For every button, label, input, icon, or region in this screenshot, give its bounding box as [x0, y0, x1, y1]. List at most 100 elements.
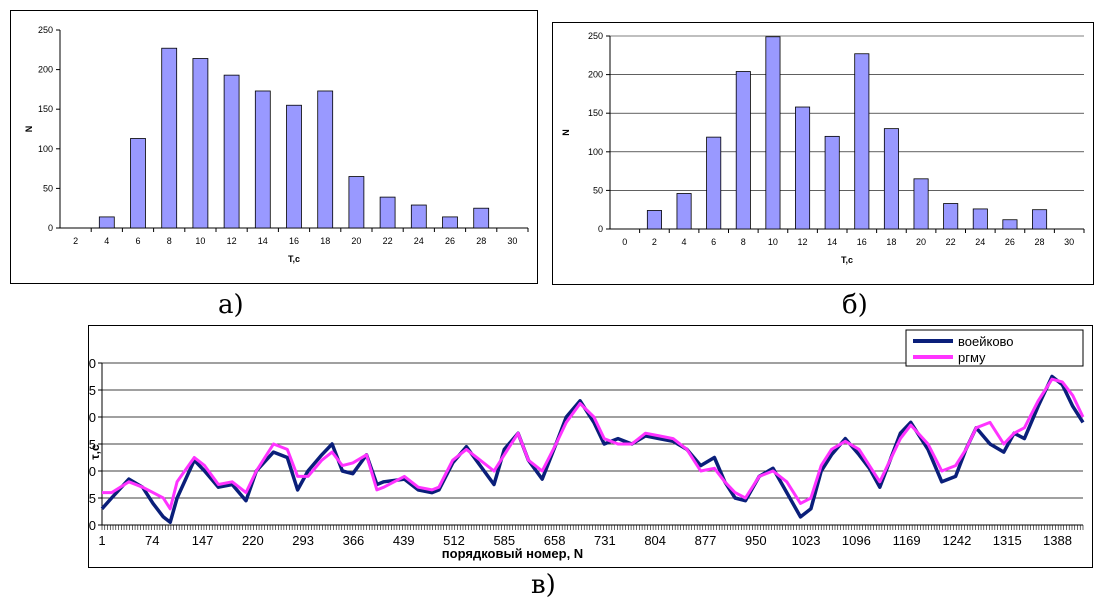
x-tick-label: 24 [414, 236, 424, 246]
bar [913, 178, 929, 230]
bar [646, 210, 662, 230]
y-tick-label: 200 [588, 70, 603, 80]
x-tick-label: 10 [768, 237, 778, 247]
bar [1002, 219, 1018, 230]
x-tick-label: 20 [351, 236, 361, 246]
bar [735, 71, 751, 230]
x-axis-title: T,c [288, 254, 300, 264]
y-tick-label: 0 [598, 224, 603, 234]
x-tick-label: 731 [594, 533, 616, 548]
bar [854, 53, 870, 230]
y-tick-label: 5 [89, 491, 96, 506]
y-axis-title: τ,c [88, 444, 102, 460]
y-tick-label: 150 [38, 104, 53, 114]
x-tick-label: 6 [711, 237, 716, 247]
x-axis-title: T,c [841, 255, 853, 265]
x-tick-label: 10 [195, 236, 205, 246]
bar [223, 74, 240, 229]
x-tick-label: 804 [644, 533, 666, 548]
bar [130, 138, 146, 229]
bar [795, 106, 811, 230]
chart-a-frame: 0 50 100 150 200 250 2 4 6 8 10 12 14 16 18 20 22 24 26 28 3… [10, 10, 538, 284]
x-tick-label: 26 [445, 236, 455, 246]
chart-b-frame: 0 50 100 150 200 250 0 2 4 6 8 10 12 14 16 18 20 22 24 26 28… [552, 22, 1094, 285]
x-tick-label: 74 [145, 533, 159, 548]
x-tick-label: 28 [1035, 237, 1045, 247]
y-tick-label: 250 [588, 31, 603, 41]
y-axis-title: N [561, 129, 571, 136]
series-line [102, 377, 1085, 511]
x-tick-label: 512 [443, 533, 465, 548]
x-tick-label: 439 [393, 533, 415, 548]
bar [676, 193, 692, 230]
y-tick-label: 30 [88, 356, 96, 371]
y-tick-label: 200 [38, 65, 53, 75]
x-tick-label: 14 [827, 237, 837, 247]
x-tick-label: 293 [292, 533, 314, 548]
y-tick-label: 0 [89, 518, 96, 533]
caption-b: б) [842, 290, 868, 320]
bar [161, 47, 178, 229]
x-tick-label: 30 [1064, 237, 1074, 247]
x-tick-label: 30 [507, 236, 517, 246]
y-axis-title: N [24, 126, 34, 133]
bar [883, 128, 899, 230]
bar [473, 207, 490, 229]
x-tick-label: 14 [258, 236, 268, 246]
bar [98, 216, 115, 229]
bar [254, 90, 271, 229]
x-tick-label: 1242 [942, 533, 971, 548]
x-tick-label: 950 [745, 533, 767, 548]
x-tick-label: 877 [695, 533, 717, 548]
caption-c: в) [531, 570, 556, 600]
x-tick-label: 4 [682, 237, 687, 247]
x-tick-label: 220 [242, 533, 264, 548]
x-tick-label: 22 [946, 237, 956, 247]
bar [379, 196, 396, 229]
chart-c-frame: 0510152025301741472202933664395125856587… [82, 325, 1093, 568]
x-tick-label: 16 [857, 237, 867, 247]
bar [442, 216, 458, 229]
bar [765, 36, 781, 230]
x-tick-label: 1388 [1043, 533, 1072, 548]
bar [348, 176, 365, 229]
x-tick-label: 1169 [893, 533, 921, 548]
y-tick-label: 250 [38, 25, 53, 35]
x-tick-label: 1096 [842, 533, 871, 548]
x-tick-label: 24 [975, 237, 985, 247]
x-axis-title: порядковый номер, N [442, 546, 583, 561]
x-tick-label: 12 [798, 237, 808, 247]
x-tick-label: 1 [98, 533, 105, 548]
y-tick-label: 50 [593, 185, 603, 195]
bar [286, 104, 302, 229]
x-tick-label: 8 [741, 237, 746, 247]
x-tick-label: 28 [476, 236, 486, 246]
y-tick-label: 50 [43, 183, 53, 193]
y-tick-label: 150 [588, 108, 603, 118]
x-tick-label: 1023 [792, 533, 821, 548]
x-tick-label: 6 [135, 236, 140, 246]
x-tick-label: 0 [622, 237, 627, 247]
bar [824, 135, 840, 230]
bar [410, 204, 427, 229]
x-tick-label: 2 [73, 236, 78, 246]
bar [943, 203, 959, 230]
y-tick-label: 20 [88, 410, 96, 425]
x-tick-label: 22 [383, 236, 393, 246]
bar [706, 136, 722, 230]
legend-box [905, 329, 1084, 367]
bar [317, 90, 334, 229]
legend-label: воейково [958, 334, 1014, 349]
bar [192, 58, 209, 229]
bar [1032, 209, 1048, 230]
x-tick-label: 26 [1005, 237, 1015, 247]
x-tick-label: 8 [167, 236, 172, 246]
x-tick-label: 20 [916, 237, 926, 247]
x-tick-label: 12 [227, 236, 237, 246]
x-tick-label: 4 [104, 236, 109, 246]
y-tick-label: 100 [38, 144, 53, 154]
x-tick-label: 16 [289, 236, 299, 246]
